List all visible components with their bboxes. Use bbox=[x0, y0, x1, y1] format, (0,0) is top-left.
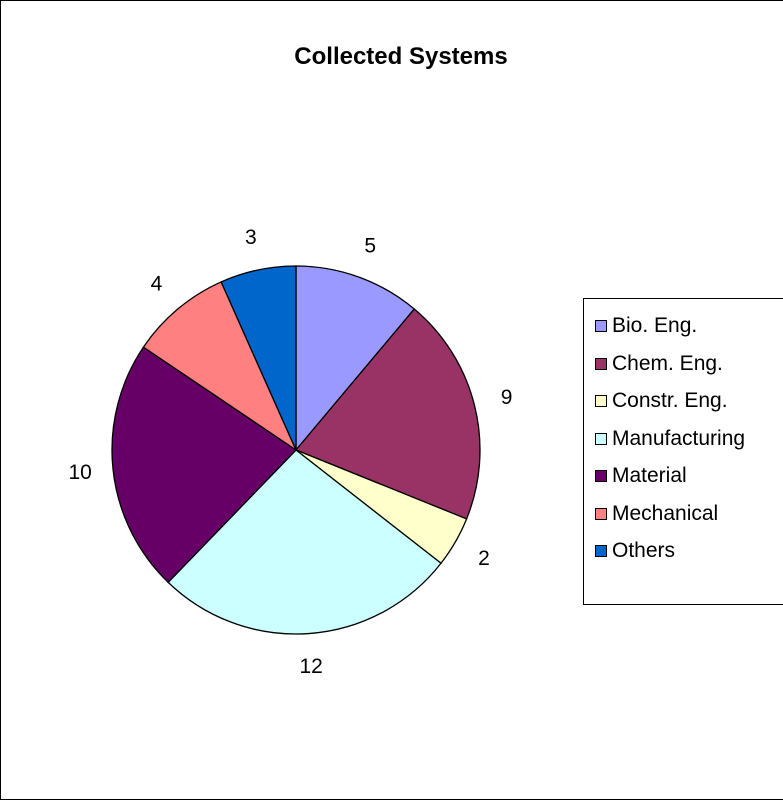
legend-item-3: Constr. Eng. bbox=[595, 388, 728, 414]
legend-item-6: Mechanical bbox=[595, 501, 718, 527]
legend-label: Mechanical bbox=[612, 501, 719, 525]
legend-item-2: Chem. Eng. bbox=[595, 351, 723, 377]
legend-swatch bbox=[595, 357, 607, 370]
legend-swatch bbox=[595, 545, 607, 557]
pie-slice-1 bbox=[295, 265, 416, 452]
data-label-1: 5 bbox=[364, 235, 376, 258]
data-label-7: 3 bbox=[245, 226, 257, 249]
data-label-3: 2 bbox=[478, 547, 490, 570]
legend-label: Chem. Eng. bbox=[612, 351, 723, 375]
legend-label: Bio. Eng. bbox=[612, 314, 698, 337]
pie-slice-5 bbox=[111, 346, 298, 584]
pie-slice-7 bbox=[220, 265, 297, 451]
data-label-5: 10 bbox=[69, 461, 92, 484]
chart-title: Collected Systems bbox=[294, 43, 508, 70]
legend: Bio. Eng. Chem. Eng. Constr. Eng. Manufactu… bbox=[583, 298, 783, 605]
data-label-2: 9 bbox=[501, 386, 513, 409]
legend-label: Manufacturing bbox=[612, 426, 746, 450]
legend-item-4: Manufacturing bbox=[595, 426, 745, 452]
legend-label: Others bbox=[612, 539, 676, 562]
data-label-6: 4 bbox=[151, 272, 163, 295]
legend-swatch bbox=[595, 320, 607, 332]
legend-label: Constr. Eng. bbox=[612, 389, 728, 412]
legend-item-7: Others bbox=[595, 538, 675, 564]
legend-swatch bbox=[595, 432, 607, 445]
legend-swatch bbox=[595, 507, 607, 520]
pie-slice-4 bbox=[167, 449, 442, 635]
pie-slice-2 bbox=[294, 308, 481, 520]
legend-item-1: Bio. Eng. bbox=[595, 313, 697, 339]
pie-slice-6 bbox=[142, 281, 298, 452]
legend-item-5: Material bbox=[595, 463, 687, 489]
data-label-4: 12 bbox=[299, 655, 322, 678]
legend-swatch bbox=[595, 470, 607, 482]
legend-swatch bbox=[595, 395, 607, 407]
legend-label: Material bbox=[612, 464, 687, 487]
